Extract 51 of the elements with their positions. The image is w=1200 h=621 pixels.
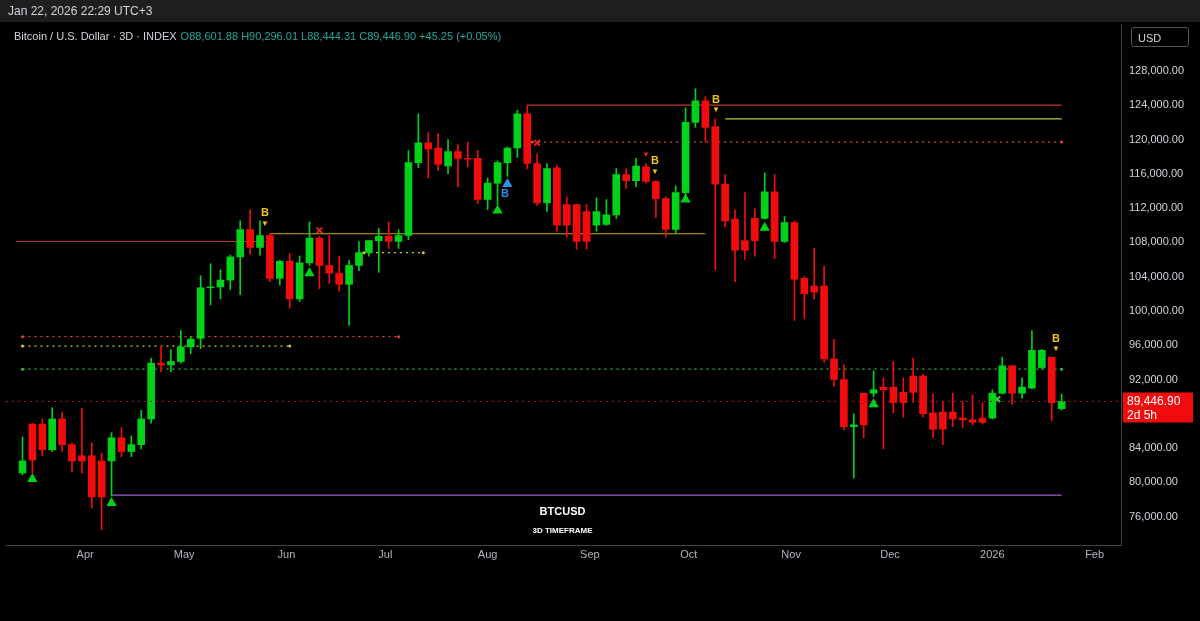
annotation: ▼ [260,218,270,230]
x-tick-label: Jul [378,548,393,561]
y-tick-label: 76,000.00 [1129,509,1178,522]
annotation: ▼ [711,104,721,116]
x-tick-label: Aug [477,548,498,561]
text: USD [1131,27,1189,47]
x-tick-label: May [173,548,196,561]
point [107,497,117,506]
annotation: B [711,92,721,106]
x-tick-label: Dec [880,548,901,561]
point [681,194,691,203]
annotation: B [500,186,510,200]
y-tick-label: 108,000.00 [1129,235,1185,248]
point [760,222,770,231]
y-tick-label: 96,000.00 [1129,338,1178,351]
text: Bitcoin / U.S. Dollar · 3D · INDEX [14,30,177,42]
text: Jan 22, 2026 22:29 UTC+3 [0,0,1200,22]
y-tick-label: 84,000.00 [1129,441,1178,454]
x-tick-label: Feb [1085,548,1105,561]
y-tick-label: 128,000.00 [1129,63,1185,76]
annotation: ▼ [642,150,650,159]
point [493,205,502,214]
annotation: 3D TIMEFRAME [531,526,594,535]
point [27,473,37,482]
y-tick-label: 116,000.00 [1129,166,1184,179]
point [502,179,512,188]
annotation: B [1051,331,1061,345]
annotation: ▼ [650,166,660,178]
annotation: B [651,154,659,166]
y-tick-label: 92,000.00 [1129,372,1178,385]
x-tick-label: Oct [680,548,698,561]
x-tick-label: 2026 [980,548,1005,561]
y-tick-label: 120,000.00 [1129,132,1185,145]
candlestick [464,141,472,168]
x-tick-label: Jun [277,548,296,561]
x-tick-label: Apr [76,548,95,561]
y-tick-label: 124,000.00 [1129,98,1185,111]
ref-line-label: 89,446.90 [1127,393,1181,408]
annotation: BTCUSD [538,505,587,517]
text: 2d 5h [1127,407,1158,422]
annotation: ▼ [1051,343,1061,355]
y-tick-label: 80,000.00 [1129,475,1178,488]
text: O88,601.88 H90,296.01 L88,444.31 C89,446.90 +45.25 (+0.05%) [180,30,502,42]
point [869,399,879,408]
point [305,268,314,277]
x-tick-label: Sep [580,548,600,561]
annotation: B [260,205,270,219]
x-tick-label: Nov [781,548,802,561]
y-tick-label: 112,000.00 [1129,201,1184,214]
y-tick-label: 104,000.00 [1129,269,1185,282]
y-tick-label: 100,000.00 [1129,303,1185,316]
